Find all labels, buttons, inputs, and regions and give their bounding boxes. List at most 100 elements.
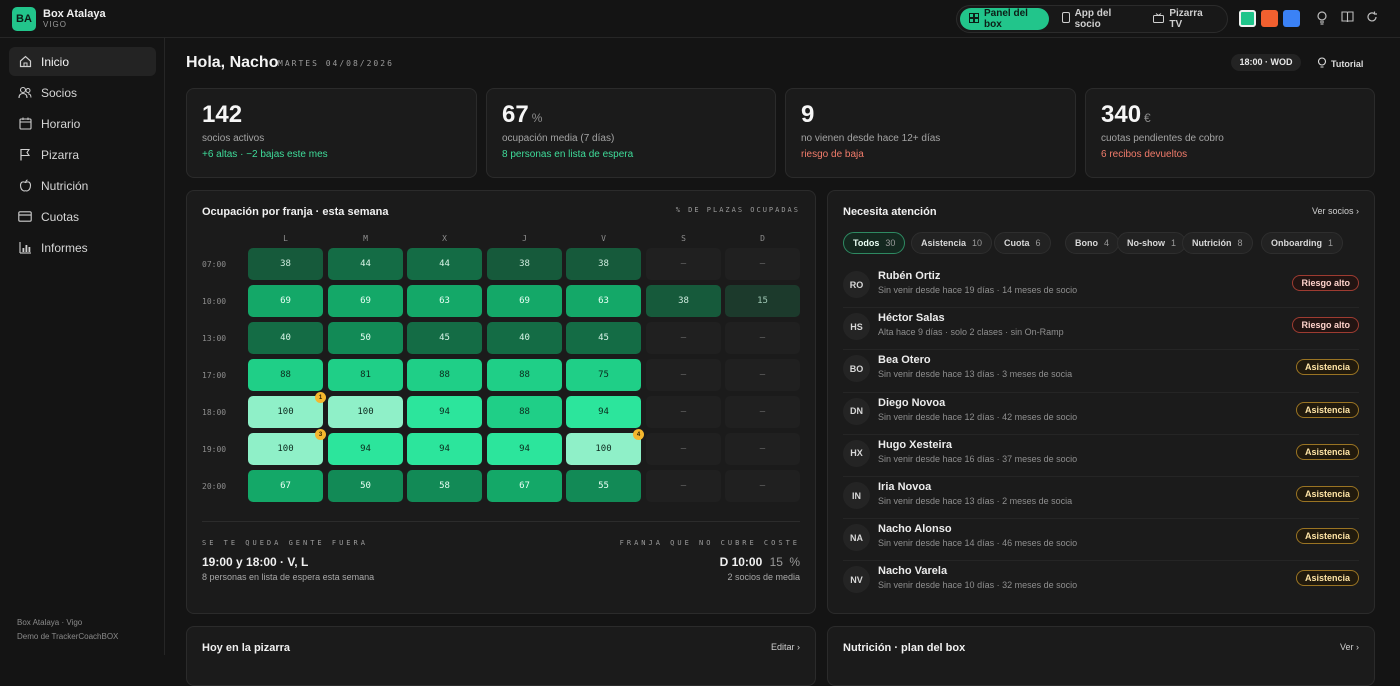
filter-chip[interactable]: Onboarding 1 [1261,232,1344,254]
heatmap-cell[interactable]: 88 [407,359,482,391]
filter-chip[interactable]: Nutrición 8 [1182,232,1253,254]
heatmap-cell[interactable]: 100 3 [248,429,326,465]
heatmap-cell[interactable]: 45 [407,322,482,354]
heatmap-cell[interactable]: — [646,470,721,502]
member-row[interactable]: HX Hugo Xesteira Sin venir desde hace 16 d… [843,434,1359,476]
tutorial-button[interactable]: Tutorial [1317,57,1363,71]
sidebar-item-socios[interactable]: Socios [9,78,156,107]
member-row[interactable]: HS Héctor Salas Alta hace 9 días · solo 2 … [843,307,1359,349]
heatmap-cell[interactable]: 67 [248,470,323,502]
filter-chip[interactable]: Asistencia 10 [911,232,993,254]
heatmap-cell[interactable]: 88 [487,396,562,428]
heatmap-cell[interactable]: 100 4 [566,429,644,465]
heatmap-cell[interactable]: — [725,248,800,280]
heatmap-cell[interactable]: 15 [725,285,800,317]
member-row[interactable]: RO Rubén Ortiz Sin venir desde hace 19 día… [843,265,1359,307]
heatmap-cell[interactable]: 58 [407,470,482,502]
heatmap-cell[interactable]: 94 [407,396,482,428]
heatmap-cell[interactable]: 88 [487,359,562,391]
heatmap-cell[interactable]: 69 [487,285,562,317]
member-row[interactable]: DN Diego Novoa Sin venir desde hace 12 día… [843,392,1359,434]
book-icon[interactable] [1339,11,1355,27]
home-icon [18,55,32,69]
heatmap-cell[interactable]: — [725,470,800,502]
heatmap-cell[interactable]: — [725,322,800,354]
view-tv-button[interactable]: Pizarra TV [1144,8,1220,30]
filter-chip[interactable]: Cuota 6 [994,232,1051,254]
filter-chip[interactable]: Bono 4 [1065,232,1120,254]
kpi-value: 142 [202,101,243,128]
heatmap-cell[interactable]: 55 [566,470,641,502]
filter-chip[interactable]: No-show 1 [1117,232,1187,254]
heatmap-cell[interactable]: 81 [328,359,403,391]
heatmap-cell[interactable]: 38 [566,248,641,280]
attention-card: Necesita atención Ver socios › Todos 30 As… [827,190,1375,614]
heatmap-cell[interactable]: — [646,322,721,354]
heatmap-cell[interactable]: 63 [407,285,482,317]
heatmap-cell[interactable]: 94 [487,433,562,465]
heatmap-cell[interactable]: 100 [328,396,403,428]
member-row[interactable]: NA Nacho Alonso Sin venir desde hace 14 dí… [843,518,1359,560]
heatmap-cell[interactable]: 67 [487,470,562,502]
heatmap-cell[interactable]: — [646,396,721,428]
heatmap-cell[interactable]: 94 [566,396,641,428]
next-class-pill[interactable]: 18:00 · WOD [1231,54,1301,71]
heatmap-cell-value: 50 [360,333,371,343]
member-row[interactable]: NV Nacho Varela Sin venir desde hace 10 dí… [843,560,1359,602]
heatmap-cell[interactable]: 44 [328,248,403,280]
heatmap-cell-value: 38 [519,259,530,269]
sidebar-item-pizarra[interactable]: Pizarra [9,140,156,169]
member-row[interactable]: IN Iria Novoa Sin venir desde hace 13 días… [843,476,1359,518]
sidebar-item-inicio[interactable]: Inicio [9,47,156,76]
heatmap-cell[interactable]: 69 [328,285,403,317]
heatmap-cell[interactable]: 100 1 [248,392,326,428]
heatmap-cell[interactable]: 40 [248,322,323,354]
sidebar-item-horario[interactable]: Horario [9,109,156,138]
view-app-button[interactable]: App del socio [1053,8,1141,30]
heatmap-cell[interactable]: 38 [646,285,721,317]
sidebar-item-nutricion[interactable]: Nutrición [9,171,156,200]
heatmap-cell[interactable]: 50 [328,470,403,502]
heatmap-cell[interactable]: 69 [248,285,323,317]
status-badge: Asistencia [1295,359,1359,376]
heatmap-cell[interactable]: 88 [248,359,323,391]
heatmap-cell[interactable]: 38 [248,248,323,280]
heatmap-cell[interactable]: 38 [487,248,562,280]
view-panel-button[interactable]: Panel del box [960,8,1049,30]
theme-swatch-green[interactable] [1239,10,1256,27]
heatmap-cell[interactable]: — [725,396,800,428]
theme-swatch-blue[interactable] [1283,10,1300,27]
heatmap-cell[interactable]: 75 [566,359,641,391]
top-bar: BA Box Atalaya VIGO Panel del box App de… [0,0,1400,38]
refresh-icon[interactable] [1364,11,1380,27]
heatmap-cell[interactable]: 63 [566,285,641,317]
heatmap-cell[interactable]: — [646,433,721,465]
heatmap-cell-value: 45 [439,333,450,343]
bulb-icon[interactable] [1314,11,1330,27]
heatmap-cell[interactable]: 44 [407,248,482,280]
brand[interactable]: BA Box Atalaya VIGO [12,7,106,31]
heatmap-cell[interactable]: — [725,359,800,391]
heatmap-cell[interactable]: 94 [328,433,403,465]
edit-pizarra-link[interactable]: Editar › [770,642,800,652]
sidebar-item-informes[interactable]: Informes [9,233,156,262]
member-row[interactable]: BO Bea Otero Sin venir desde hace 13 días … [843,349,1359,391]
heatmap-cell[interactable]: — [646,248,721,280]
theme-swatch-orange[interactable] [1261,10,1278,27]
view-members-link[interactable]: Ver socios › [1311,206,1359,216]
sidebar: Inicio Socios Horario Pizarra Nutrición … [0,38,165,655]
heatmap-cell-value: 69 [519,296,530,306]
filter-chip-count: 10 [972,238,983,248]
heatmap-cell-value: 40 [519,333,530,343]
heatmap-cell[interactable]: — [725,433,800,465]
heatmap-cell[interactable]: — [646,359,721,391]
sidebar-item-cuotas[interactable]: Cuotas [9,202,156,231]
heatmap-cell-value: 88 [519,407,530,417]
view-nutrition-link[interactable]: Ver › [1339,642,1359,652]
member-name: Rubén Ortiz [878,270,941,282]
heatmap-cell[interactable]: 50 [328,322,403,354]
heatmap-cell[interactable]: 94 [407,433,482,465]
heatmap-cell[interactable]: 45 [566,322,641,354]
filter-chip[interactable]: Todos 30 [843,232,906,254]
heatmap-cell[interactable]: 40 [487,322,562,354]
